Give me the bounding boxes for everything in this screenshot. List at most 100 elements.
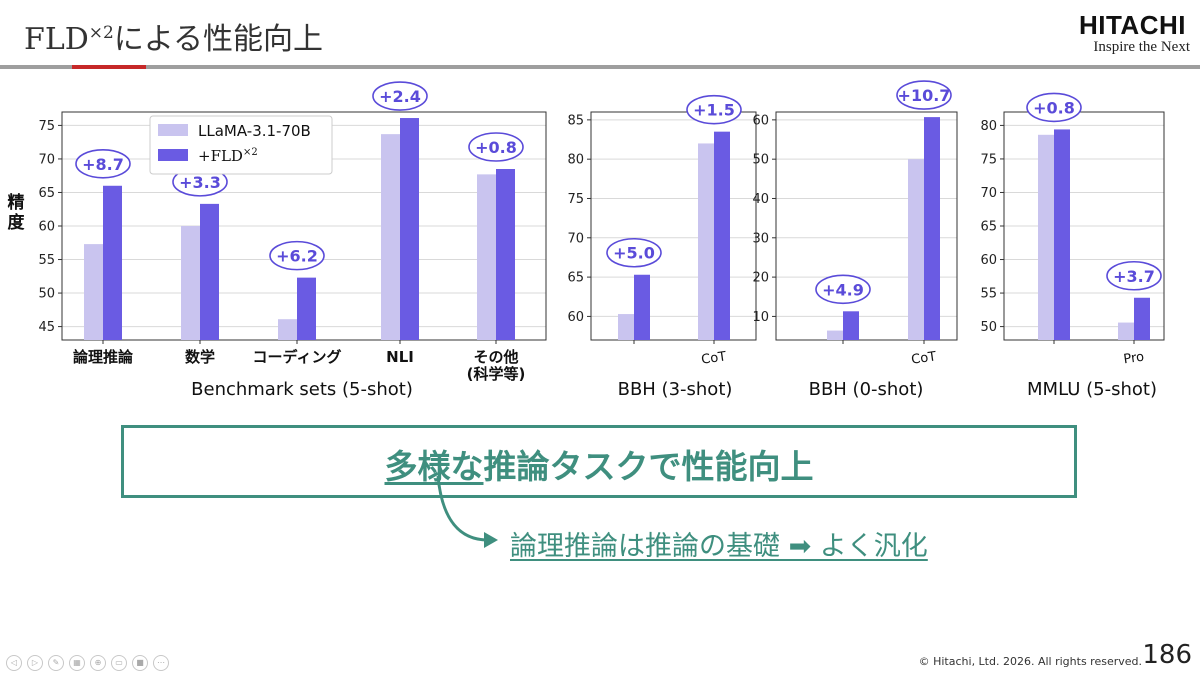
x-tick-label: コーディング: [253, 348, 342, 366]
title-suffix: による性能向上: [113, 22, 323, 57]
gain-badge: [896, 80, 952, 110]
bar-baseline: [618, 314, 634, 340]
copyright: © Hitachi, Ltd. 2026. All rights reserve…: [918, 655, 1142, 668]
y-axis-label: 度: [8, 212, 26, 233]
title-divider-accent: [72, 65, 146, 69]
x-axis-label: BBH (0-shot): [809, 379, 924, 400]
bar-fld: [843, 311, 859, 340]
next-slide-icon[interactable]: ▷: [27, 655, 43, 671]
bar-fld: [714, 131, 730, 340]
y-tick-label: 70: [980, 186, 997, 201]
gain-badge: [269, 240, 325, 271]
slide-title: FLD×2による性能向上: [24, 14, 323, 58]
bar-fld: [924, 117, 940, 340]
gain-label: +5.0: [613, 244, 655, 263]
y-tick-label: 50: [752, 153, 769, 168]
bar-fld: [634, 274, 650, 340]
bar-fld: [297, 277, 316, 340]
y-tick-label: 70: [567, 231, 584, 246]
subtitles-icon[interactable]: ▭: [111, 655, 127, 671]
x-axis-label: BBH (3-shot): [618, 379, 733, 400]
x-tick-label: NLI: [386, 348, 414, 366]
gain-badge: [606, 237, 662, 268]
gain-label: +6.2: [276, 247, 318, 266]
y-tick-label: 85: [567, 113, 584, 128]
y-tick-label: 20: [752, 271, 769, 286]
y-tick-label: 80: [980, 119, 997, 134]
bar-fld: [1134, 297, 1150, 340]
gain-label: +4.9: [822, 280, 864, 299]
curved-arrow-icon: [436, 475, 498, 548]
gain-label: +3.7: [1113, 267, 1155, 286]
gain-badge: [815, 274, 871, 305]
y-tick-label: 45: [38, 320, 55, 335]
y-tick-label: 75: [38, 119, 55, 134]
slides-grid-icon[interactable]: ▦: [69, 655, 85, 671]
y-tick-label: 65: [980, 220, 997, 235]
y-tick-label: 50: [980, 320, 997, 335]
gain-label: +8.7: [82, 155, 124, 174]
y-tick-label: 60: [980, 253, 997, 268]
bar-baseline: [827, 330, 843, 340]
y-tick-label: 75: [980, 152, 997, 167]
bar-baseline: [1038, 134, 1054, 340]
bar-baseline: [698, 143, 714, 340]
x-tick-label: CoT: [910, 349, 937, 367]
pen-icon[interactable]: ✎: [48, 655, 64, 671]
gain-badge: [75, 148, 131, 179]
legend-swatch-baseline: [158, 124, 188, 136]
camera-icon[interactable]: ■: [132, 655, 148, 671]
y-tick-label: 55: [980, 287, 997, 302]
plot-frame: [590, 111, 757, 341]
y-tick-label: 60: [752, 113, 769, 128]
bar-fld: [200, 203, 219, 340]
y-tick-label: 75: [567, 192, 584, 207]
gain-badge: [1106, 260, 1162, 291]
previous-slide-icon[interactable]: ◁: [6, 655, 22, 671]
gain-badge: [372, 81, 428, 111]
gain-label: +0.8: [475, 138, 517, 157]
legend-swatch-fld: [158, 149, 188, 161]
y-tick-label: 80: [567, 153, 584, 168]
y-tick-label: 60: [38, 220, 55, 235]
bar-baseline: [381, 134, 400, 340]
x-tick-label: Pro: [1123, 350, 1146, 368]
bar-baseline: [278, 319, 297, 340]
benchmark-charts: 45 50 55 60 65 70 75 論理推論 +8.7 数学 +3.3 コーディング +6.2 NL…: [8, 80, 1165, 400]
gain-label: +2.4: [379, 87, 421, 106]
gain-label: +3.3: [179, 173, 221, 192]
legend-label-fld: +FLD×2: [198, 147, 258, 165]
bar-baseline: [181, 226, 200, 340]
x-axis-label: Benchmark sets (5-shot): [191, 379, 413, 400]
bar-fld: [103, 185, 122, 340]
hitachi-logo: HITACHI: [1078, 10, 1186, 40]
y-tick-label: 70: [38, 152, 55, 167]
title-divider: [0, 65, 1200, 69]
zoom-icon[interactable]: ⊕: [90, 655, 106, 671]
gain-badge: [468, 132, 524, 162]
bar-fld: [1054, 129, 1070, 340]
gain-label: +10.7: [898, 86, 951, 105]
legend-label-fld-sup: ×2: [243, 147, 258, 158]
legend-label-baseline: LLaMA-3.1-70B: [198, 122, 311, 140]
x-tick-label: その他: [473, 348, 518, 366]
callout-sub-text: 論理推論は推論の基礎 ➡ よく汎化: [510, 531, 928, 562]
y-tick-label: 55: [38, 253, 55, 268]
title-prefix: FLD: [24, 22, 89, 57]
callout-box: [121, 425, 1077, 498]
x-tick-label: CoT: [700, 349, 727, 367]
bar-fld: [496, 169, 515, 340]
gain-label: +1.5: [693, 101, 735, 120]
y-axis-label: 精: [8, 192, 25, 213]
bar-baseline: [84, 244, 103, 340]
logo-tagline: Inspire the Next: [1093, 39, 1190, 55]
callout-main-text: 多様な推論タスクで性能向上: [121, 440, 1077, 488]
y-tick-label: 30: [752, 231, 769, 246]
y-tick-label: 10: [752, 310, 769, 325]
gain-badge: [1026, 92, 1082, 123]
callout-main-underlined: 多様な: [384, 447, 484, 486]
plot-frame: [775, 111, 958, 341]
y-tick-label: 65: [567, 271, 584, 286]
legend-box: [149, 115, 333, 175]
more-options-icon[interactable]: ⋯: [153, 655, 169, 671]
